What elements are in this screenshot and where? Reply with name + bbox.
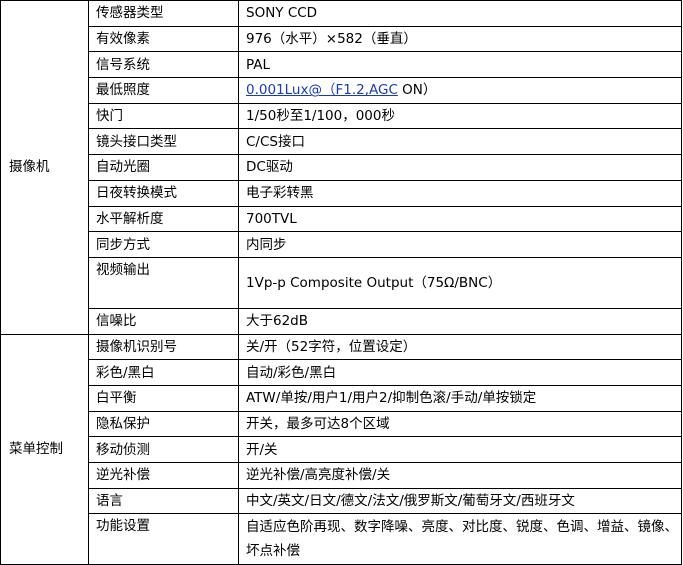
spec-label: 摄像机识别号 <box>88 333 239 361</box>
spec-label: 日夜转换模式 <box>88 179 239 207</box>
spec-value-text: ON） <box>397 82 437 99</box>
table-row: 日夜转换模式 电子彩转黑 <box>1 179 682 207</box>
spec-value: ATW/单按/用户1/用户2/抑制色滚/手动/单按锁定 <box>238 384 682 412</box>
spec-label: 视频输出 <box>88 256 239 309</box>
spec-label: 快门 <box>88 102 239 130</box>
spec-value: 内同步 <box>238 231 682 258</box>
table-row: 移动侦测 开/关 <box>1 436 682 463</box>
spec-value: 0.001Lux@（F1.2,AGC ON） <box>238 77 682 104</box>
spec-label: 彩色/黑白 <box>88 359 239 386</box>
table-row: 镜头接口类型 C/CS接口 <box>1 128 682 156</box>
table-row: 同步方式 内同步 <box>1 231 682 258</box>
spec-label: 逆光补偿 <box>88 462 239 489</box>
section-title: 摄像机 <box>0 0 89 335</box>
table-row: 隐私保护 开关，最多可达8个区域 <box>1 410 682 438</box>
spec-value: 电子彩转黑 <box>238 179 682 207</box>
spec-label: 功能设置 <box>88 513 239 565</box>
spec-value: 1/50秒至1/100，000秒 <box>238 102 682 130</box>
spec-value: 逆光补偿/高亮度补偿/关 <box>238 462 682 489</box>
spec-label: 隐私保护 <box>88 410 239 438</box>
table-row: 彩色/黑白 自动/彩色/黑白 <box>1 359 682 386</box>
table-row: 逆光补偿 逆光补偿/高亮度补偿/关 <box>1 462 682 489</box>
spec-value: 开关，最多可达8个区域 <box>238 410 682 438</box>
spec-label: 传感器类型 <box>88 0 239 27</box>
spec-value: 关/开（52字符，位置设定） <box>238 333 682 361</box>
spec-label: 语言 <box>88 487 239 515</box>
spec-value: 976（水平）×582（垂直） <box>238 25 682 53</box>
section-title: 菜单控制 <box>0 333 89 565</box>
spec-label: 最低照度 <box>88 77 239 104</box>
spec-value: 1Vp-p Composite Output（75Ω/BNC） <box>238 256 682 309</box>
table-row: 信噪比 大于62dB <box>1 307 682 335</box>
spec-label: 同步方式 <box>88 231 239 258</box>
spec-value: 自动/彩色/黑白 <box>238 359 682 386</box>
spec-label: 自动光圈 <box>88 154 239 181</box>
spec-value: 中文/英文/日文/德文/法文/俄罗斯文/葡萄牙文/西班牙文 <box>238 487 682 515</box>
spec-value: 700TVL <box>238 205 682 233</box>
table-row: 最低照度 0.001Lux@（F1.2,AGC ON） <box>1 77 682 104</box>
spec-value: DC驱动 <box>238 154 682 181</box>
spec-label: 水平解析度 <box>88 205 239 233</box>
table-row: 摄像机 传感器类型 SONY CCD <box>0 0 682 335</box>
table-row: 功能设置 自适应色阶再现、数字降噪、亮度、对比度、锐度、色调、增益、镜像、坏点补偿 <box>1 513 682 565</box>
spec-value: SONY CCD <box>238 0 682 27</box>
spec-label: 镜头接口类型 <box>88 128 239 156</box>
spec-label: 移动侦测 <box>88 436 239 463</box>
spec-label: 有效像素 <box>88 25 239 53</box>
table-row: 自动光圈 DC驱动 <box>1 154 682 181</box>
table-row: 语言 中文/英文/日文/德文/法文/俄罗斯文/葡萄牙文/西班牙文 <box>1 487 682 515</box>
table-row: 视频输出 1Vp-p Composite Output（75Ω/BNC） <box>1 256 682 309</box>
spec-value-link[interactable]: 0.001Lux@（F1.2,AGC <box>246 82 398 99</box>
spec-label: 信噪比 <box>88 307 239 335</box>
table-row: 信号系统 PAL <box>1 51 682 79</box>
table-row: 水平解析度 700TVL <box>1 205 682 233</box>
table-row: 菜单控制 摄像机识别号 关/开（52字符，位置设定） <box>0 333 682 565</box>
spec-value: 自适应色阶再现、数字降噪、亮度、对比度、锐度、色调、增益、镜像、坏点补偿 <box>238 513 682 565</box>
spec-value: C/CS接口 <box>238 128 682 156</box>
spec-value: 开/关 <box>238 436 682 463</box>
spec-value: 大于62dB <box>238 307 682 335</box>
table-row: 白平衡 ATW/单按/用户1/用户2/抑制色滚/手动/单按锁定 <box>1 384 682 412</box>
table-row: 有效像素 976（水平）×582（垂直） <box>1 25 682 53</box>
spec-value: PAL <box>238 51 682 79</box>
spec-label: 白平衡 <box>88 384 239 412</box>
table-row: 快门 1/50秒至1/100，000秒 <box>1 102 682 130</box>
spec-label: 信号系统 <box>88 51 239 79</box>
